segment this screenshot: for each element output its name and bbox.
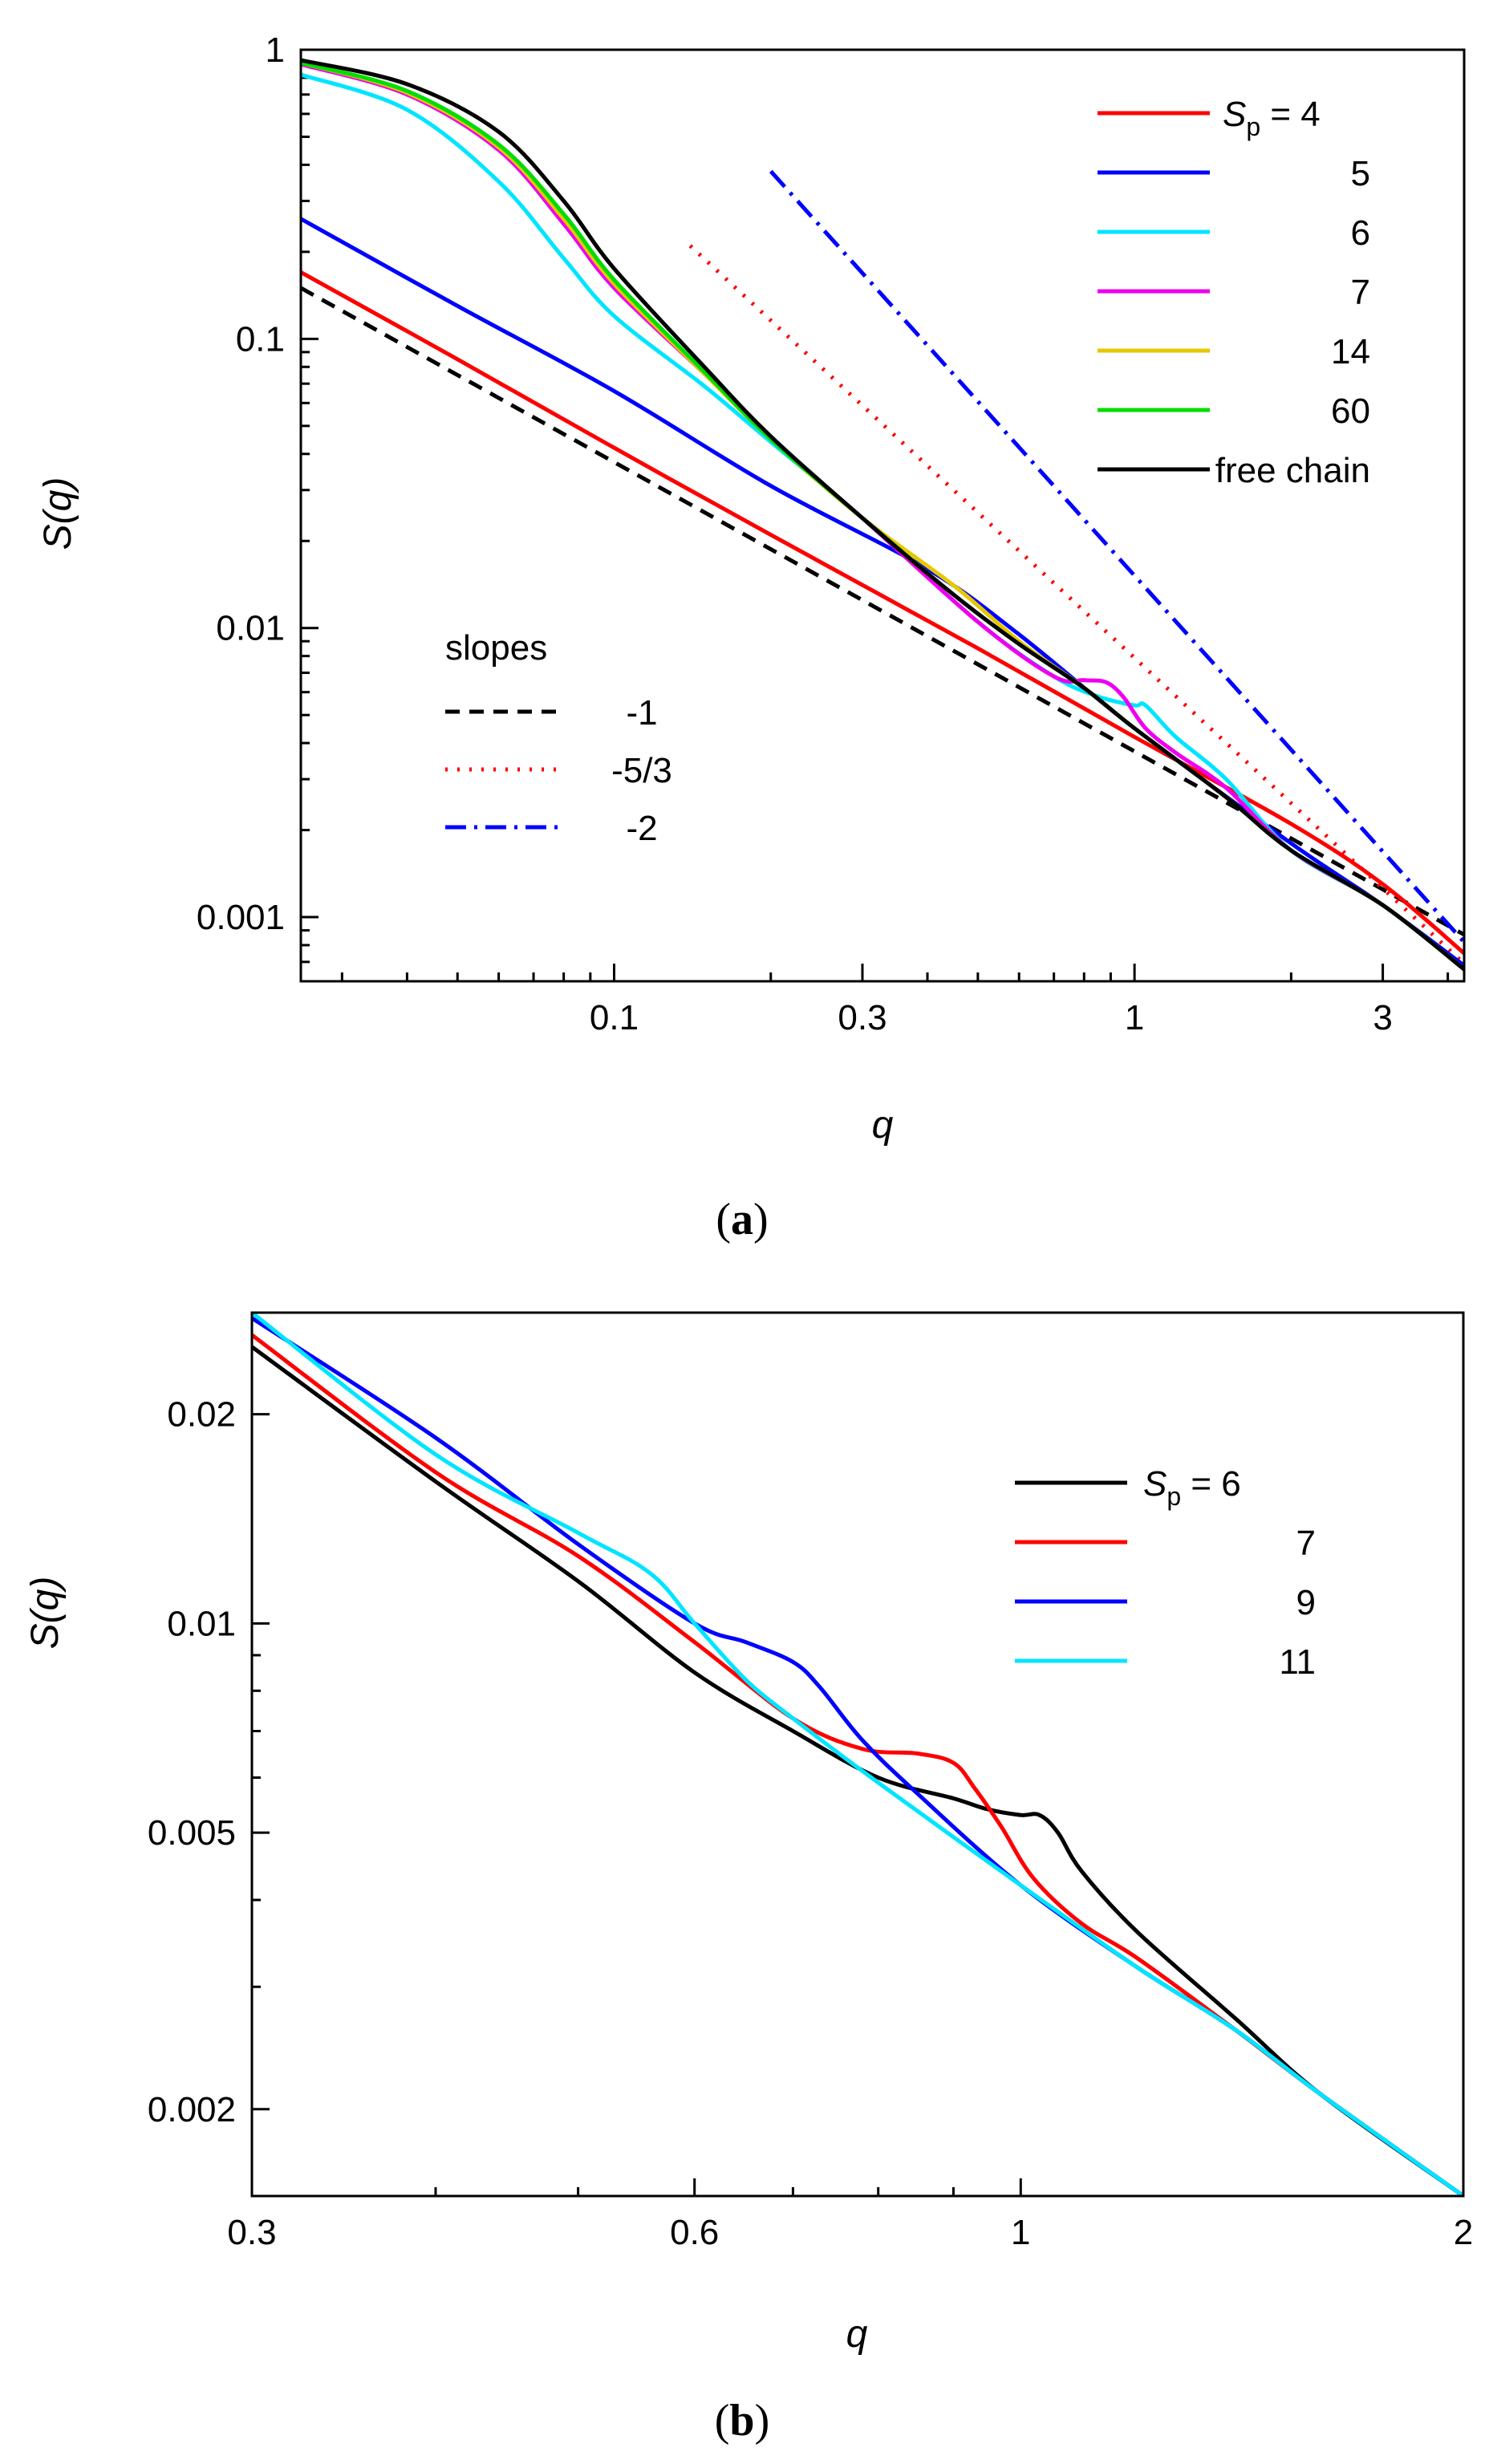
x-tick-label: 3 (1373, 998, 1392, 1037)
series-line-3 (301, 62, 1464, 972)
legend-label-1: 5 (1351, 154, 1370, 193)
series-line-2 (301, 72, 1464, 972)
slopes-legend-label-0: -1 (626, 693, 657, 733)
y-tick-label: 0.005 (148, 1813, 236, 1853)
panel-b: 0.3 0.6 1 2 0.002 0.005 0.01 0.02 q S(q) Sp = 6… (24, 1311, 1473, 2446)
x-tick-label: 0.3 (227, 2213, 276, 2252)
y-tick-label: 0.002 (148, 2090, 236, 2129)
legend-label-0: Sp = 4 (1223, 95, 1321, 141)
panel-b-series (252, 1313, 1463, 2196)
legend-label-5: 60 (1331, 392, 1370, 431)
slopes-legend-label-1: -5/3 (611, 751, 672, 790)
x-tick-label: 1 (1011, 2213, 1030, 2252)
panel-b-tick-labels: 0.3 0.6 1 2 0.002 0.005 0.01 0.02 (148, 1395, 1473, 2252)
legend-label-3: 11 (1279, 1642, 1316, 1682)
panel-a-tick-labels: 0.1 0.3 1 3 0.001 0.01 0.1 1 (197, 30, 1393, 1037)
panel-a-legend: Sp = 4 5 6 7 14 60 free chain (1098, 95, 1370, 490)
panel-a: 0.1 0.3 1 3 0.001 0.01 0.1 1 q S(q) Sp = 4 5 6 7 14… (37, 30, 1466, 1244)
y-tick-label: 0.01 (167, 1604, 236, 1643)
panel-a-ticks (301, 48, 1450, 983)
x-tick-label: 0.3 (838, 998, 887, 1037)
y-tick-label: 1 (266, 30, 285, 70)
panel-b-x-axis-title: q (846, 2313, 868, 2356)
series-line-5 (301, 61, 1464, 972)
panel-a-x-axis-title: q (872, 1104, 894, 1147)
panel-b-y-axis-title: S(q) (24, 1577, 67, 1650)
slopes-legend-title: slopes (445, 628, 547, 668)
panel-a-slopes-legend: slopes -1 -5/3 -2 (445, 628, 672, 848)
legend-label-3: 7 (1351, 273, 1370, 312)
x-tick-label: 0.1 (590, 998, 639, 1037)
legend-label-4: 14 (1331, 332, 1370, 371)
series-line-0 (252, 1345, 1463, 2196)
slopes-legend-label-2: -2 (626, 809, 657, 848)
y-tick-label: 0.01 (216, 609, 285, 648)
panel-b-plot-frame (250, 1311, 1465, 2198)
slope-guide-1 (688, 244, 1464, 965)
panel-b-ticks (250, 1413, 1465, 2196)
x-tick-label: 2 (1454, 2213, 1473, 2252)
y-tick-label: 0.02 (167, 1395, 236, 1435)
legend-label-2: 9 (1296, 1583, 1316, 1622)
legend-label-2: 6 (1351, 213, 1370, 253)
panel-a-slope-guides (301, 169, 1464, 965)
x-tick-label: 0.6 (670, 2213, 719, 2252)
panel-a-series (301, 58, 1464, 972)
series-line-0 (301, 270, 1464, 956)
y-tick-label: 0.001 (197, 898, 285, 937)
series-line-1 (301, 217, 1464, 968)
series-line-3 (252, 1313, 1463, 2196)
slope-guide-2 (769, 169, 1464, 944)
series-line-6 (301, 58, 1464, 972)
panel-a-label: (a) (716, 1195, 768, 1244)
series-line-4 (301, 61, 1464, 972)
slope-guide-0 (301, 286, 1464, 937)
panel-b-label: (b) (715, 2396, 769, 2446)
legend-label-0: Sp = 6 (1143, 1464, 1241, 1511)
legend-label-1: 7 (1296, 1524, 1316, 1563)
panel-a-plot-frame (299, 48, 1466, 983)
x-tick-label: 1 (1125, 998, 1144, 1037)
legend-label-6: free chain (1215, 451, 1370, 490)
panel-a-y-axis-title: S(q) (37, 477, 79, 550)
panel-b-legend: Sp = 6 7 9 11 (1015, 1464, 1316, 1682)
y-tick-label: 0.1 (236, 319, 285, 359)
